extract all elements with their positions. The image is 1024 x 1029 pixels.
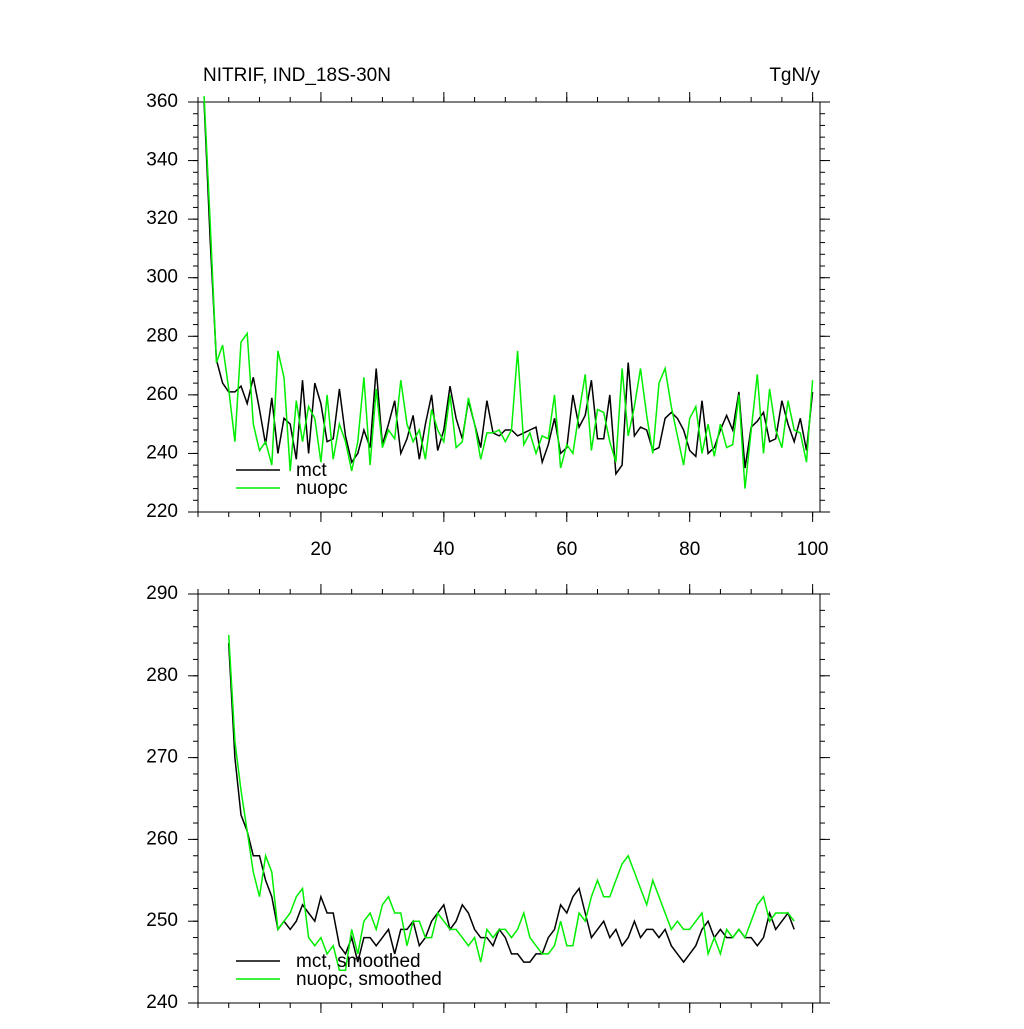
x-tick-label: 20 [310,539,331,560]
y-tick-label: 280 [146,665,178,686]
series-line [227,643,795,964]
plot-frame [197,101,821,513]
y-tick-label: 220 [146,501,178,522]
series-line [227,634,795,972]
x-tick-label: 80 [679,539,700,560]
y-tick-label: 320 [146,208,178,229]
y-tick-label: 240 [146,992,178,1013]
legend-label: nuopc [296,478,348,499]
legend-label: mct [296,460,327,481]
y-tick-label: 260 [146,384,178,405]
y-tick-label: 280 [146,325,178,346]
units-label: TgN/y [769,65,820,86]
y-tick-label: 360 [146,91,178,112]
series-line [203,96,814,489]
y-tick-label: 290 [146,583,178,604]
x-tick-label: 100 [797,539,829,560]
y-tick-label: 260 [146,828,178,849]
series-line [203,101,814,477]
y-tick-label: 300 [146,267,178,288]
legend-label: nuopc, smoothed [296,969,442,990]
y-tick-label: 340 [146,150,178,171]
y-tick-label: 250 [146,910,178,931]
chart-title: NITRIF, IND_18S-30N [203,65,391,86]
x-tick-label: 60 [556,539,577,560]
y-tick-label: 240 [146,442,178,463]
legend-label: mct, smoothed [296,951,421,972]
plot-frame [197,593,821,1004]
x-tick-label: 40 [433,539,454,560]
y-tick-label: 270 [146,747,178,768]
